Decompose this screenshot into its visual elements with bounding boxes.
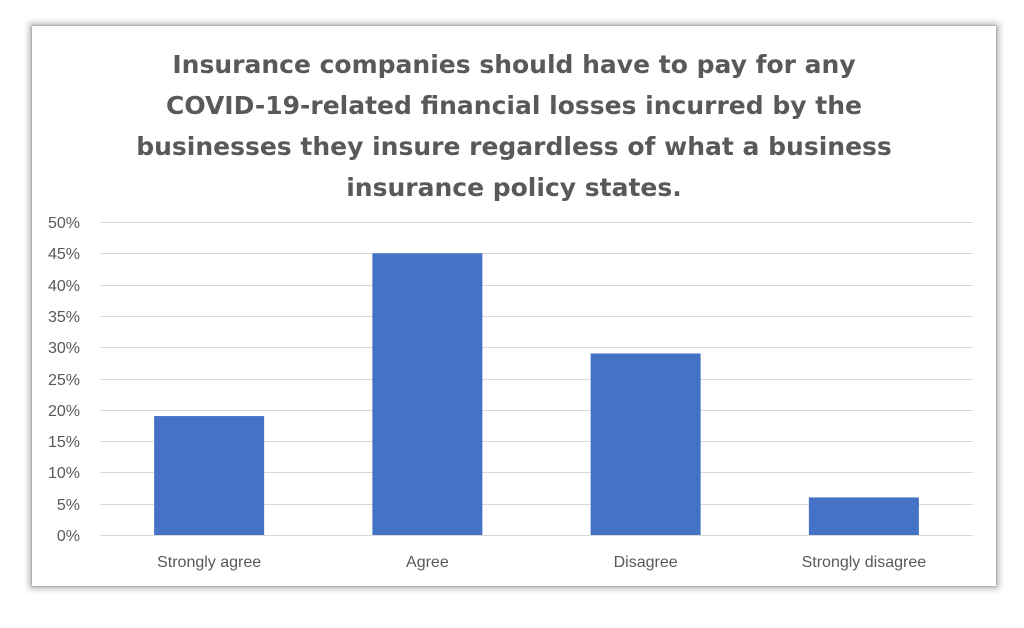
y-tick-label-25: 25%	[48, 372, 80, 389]
x-tick-label-strongly-disagree: Strongly disagree	[802, 554, 927, 571]
y-tick-label-30: 30%	[48, 340, 80, 357]
y-tick-label-40: 40%	[48, 278, 80, 295]
bar-chart: 0% 5% 10% 15% 20% 25% 30% 35% 40% 45% 50% Strongly…	[48, 215, 973, 571]
y-tick-label-35: 35%	[48, 309, 80, 326]
y-tick-label-5: 5%	[57, 497, 80, 514]
x-axis-tick-labels: Strongly agree Agree Disagree Strongly disa…	[157, 554, 926, 571]
y-tick-label-10: 10%	[48, 465, 80, 482]
x-tick-label-strongly-agree: Strongly agree	[157, 554, 261, 571]
y-tick-label-20: 20%	[48, 403, 80, 420]
bar-strongly-agree	[154, 416, 265, 535]
y-tick-label-0: 0%	[57, 528, 80, 545]
y-tick-label-50: 50%	[48, 215, 80, 232]
bars	[154, 253, 919, 536]
y-axis-tick-labels: 0% 5% 10% 15% 20% 25% 30% 35% 40% 45% 50%	[48, 215, 80, 545]
x-tick-label-agree: Agree	[406, 554, 449, 571]
bar-strongly-disagree	[808, 497, 919, 535]
y-tick-label-15: 15%	[48, 434, 80, 451]
bar-agree	[372, 253, 483, 536]
chart-card: Insurance companies should have to pay f…	[32, 26, 996, 586]
y-tick-label-45: 45%	[48, 246, 80, 263]
x-tick-label-disagree: Disagree	[614, 554, 678, 571]
chart-title: Insurance companies should have to pay f…	[136, 50, 892, 202]
bar-disagree	[590, 353, 701, 535]
